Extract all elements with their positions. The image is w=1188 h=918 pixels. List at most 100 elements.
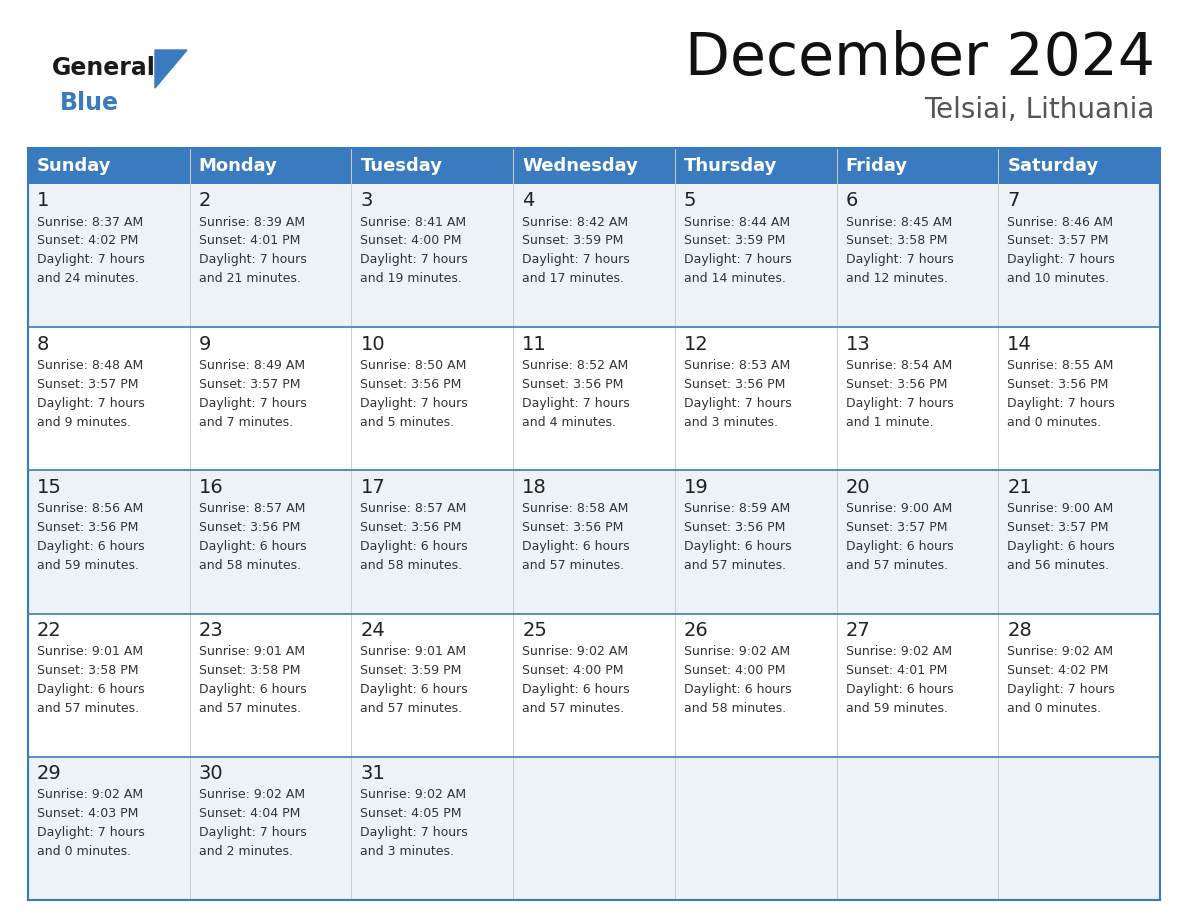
Text: 18: 18: [523, 478, 546, 497]
Text: Daylight: 7 hours: Daylight: 7 hours: [198, 397, 307, 409]
Text: Sunrise: 8:52 AM: Sunrise: 8:52 AM: [523, 359, 628, 372]
Text: Thursday: Thursday: [684, 157, 777, 175]
Text: Sunrise: 8:53 AM: Sunrise: 8:53 AM: [684, 359, 790, 372]
Text: and 14 minutes.: and 14 minutes.: [684, 273, 785, 285]
Bar: [998, 148, 1159, 184]
Text: Sunset: 3:57 PM: Sunset: 3:57 PM: [37, 377, 139, 391]
Text: and 17 minutes.: and 17 minutes.: [523, 273, 624, 285]
Text: and 58 minutes.: and 58 minutes.: [684, 702, 786, 715]
Text: Blue: Blue: [61, 91, 119, 115]
Text: Sunset: 4:00 PM: Sunset: 4:00 PM: [523, 664, 624, 677]
Text: Daylight: 7 hours: Daylight: 7 hours: [846, 397, 953, 409]
Text: Daylight: 6 hours: Daylight: 6 hours: [1007, 540, 1114, 553]
Text: 28: 28: [1007, 621, 1032, 640]
Text: Tuesday: Tuesday: [360, 157, 442, 175]
Bar: [190, 184, 352, 327]
Text: Sunset: 3:57 PM: Sunset: 3:57 PM: [198, 377, 301, 391]
Text: Daylight: 6 hours: Daylight: 6 hours: [37, 540, 145, 553]
Text: Saturday: Saturday: [1007, 157, 1099, 175]
Text: Sunrise: 8:56 AM: Sunrise: 8:56 AM: [37, 502, 144, 515]
Text: and 59 minutes.: and 59 minutes.: [37, 559, 139, 572]
Text: and 10 minutes.: and 10 minutes.: [1007, 273, 1110, 285]
Text: 1: 1: [37, 192, 50, 210]
Text: 31: 31: [360, 765, 385, 783]
Text: Daylight: 6 hours: Daylight: 6 hours: [198, 540, 307, 553]
Text: and 2 minutes.: and 2 minutes.: [198, 845, 292, 858]
Text: Sunrise: 8:48 AM: Sunrise: 8:48 AM: [37, 359, 144, 372]
Bar: [190, 756, 352, 900]
Bar: [513, 148, 675, 184]
Text: and 58 minutes.: and 58 minutes.: [198, 559, 301, 572]
Text: Sunset: 3:59 PM: Sunset: 3:59 PM: [684, 234, 785, 248]
Text: 30: 30: [198, 765, 223, 783]
Text: Sunset: 4:04 PM: Sunset: 4:04 PM: [198, 807, 301, 821]
Text: Daylight: 7 hours: Daylight: 7 hours: [198, 826, 307, 839]
Text: 13: 13: [846, 335, 871, 353]
Text: Daylight: 7 hours: Daylight: 7 hours: [360, 826, 468, 839]
Text: Daylight: 6 hours: Daylight: 6 hours: [684, 540, 791, 553]
Text: Sunrise: 9:01 AM: Sunrise: 9:01 AM: [37, 645, 143, 658]
Bar: [513, 613, 675, 756]
Bar: [513, 470, 675, 613]
Text: and 3 minutes.: and 3 minutes.: [684, 416, 778, 429]
Text: Sunrise: 8:39 AM: Sunrise: 8:39 AM: [198, 216, 305, 229]
Text: 7: 7: [1007, 192, 1019, 210]
Bar: [513, 184, 675, 327]
Text: 17: 17: [360, 478, 385, 497]
Text: and 57 minutes.: and 57 minutes.: [360, 702, 462, 715]
Bar: [998, 327, 1159, 470]
Text: Sunrise: 9:00 AM: Sunrise: 9:00 AM: [1007, 502, 1113, 515]
Bar: [836, 148, 998, 184]
Bar: [998, 184, 1159, 327]
Text: Sunrise: 8:54 AM: Sunrise: 8:54 AM: [846, 359, 952, 372]
Bar: [836, 184, 998, 327]
Text: Sunset: 4:05 PM: Sunset: 4:05 PM: [360, 807, 462, 821]
Text: 25: 25: [523, 621, 546, 640]
Text: 11: 11: [523, 335, 546, 353]
Text: 19: 19: [684, 478, 708, 497]
Text: Daylight: 6 hours: Daylight: 6 hours: [846, 683, 953, 696]
Text: Daylight: 7 hours: Daylight: 7 hours: [1007, 397, 1116, 409]
Text: Daylight: 6 hours: Daylight: 6 hours: [360, 540, 468, 553]
Bar: [836, 756, 998, 900]
Text: and 59 minutes.: and 59 minutes.: [846, 702, 948, 715]
Text: Sunset: 3:56 PM: Sunset: 3:56 PM: [523, 377, 624, 391]
Bar: [513, 327, 675, 470]
Text: General: General: [52, 56, 156, 80]
Text: Sunset: 3:58 PM: Sunset: 3:58 PM: [37, 664, 139, 677]
Bar: [675, 756, 836, 900]
Bar: [190, 327, 352, 470]
Bar: [675, 470, 836, 613]
Bar: [29, 756, 190, 900]
Text: Sunset: 3:56 PM: Sunset: 3:56 PM: [846, 377, 947, 391]
Text: and 5 minutes.: and 5 minutes.: [360, 416, 455, 429]
Text: and 57 minutes.: and 57 minutes.: [523, 702, 624, 715]
Bar: [29, 613, 190, 756]
Text: and 1 minute.: and 1 minute.: [846, 416, 933, 429]
Text: Sunset: 4:02 PM: Sunset: 4:02 PM: [1007, 664, 1108, 677]
Text: 20: 20: [846, 478, 870, 497]
Text: Sunrise: 8:45 AM: Sunrise: 8:45 AM: [846, 216, 952, 229]
Polygon shape: [154, 50, 187, 88]
Text: Daylight: 7 hours: Daylight: 7 hours: [360, 253, 468, 266]
Text: Daylight: 7 hours: Daylight: 7 hours: [523, 397, 630, 409]
Bar: [675, 613, 836, 756]
Text: Sunset: 3:59 PM: Sunset: 3:59 PM: [523, 234, 624, 248]
Text: Sunrise: 9:02 AM: Sunrise: 9:02 AM: [360, 789, 467, 801]
Text: 10: 10: [360, 335, 385, 353]
Text: Sunrise: 8:57 AM: Sunrise: 8:57 AM: [198, 502, 305, 515]
Text: Sunset: 4:03 PM: Sunset: 4:03 PM: [37, 807, 138, 821]
Bar: [352, 184, 513, 327]
Text: Sunrise: 8:42 AM: Sunrise: 8:42 AM: [523, 216, 628, 229]
Text: Sunset: 3:56 PM: Sunset: 3:56 PM: [1007, 377, 1108, 391]
Text: Daylight: 7 hours: Daylight: 7 hours: [37, 826, 145, 839]
Text: Daylight: 6 hours: Daylight: 6 hours: [360, 683, 468, 696]
Text: Monday: Monday: [198, 157, 278, 175]
Text: 21: 21: [1007, 478, 1032, 497]
Text: and 4 minutes.: and 4 minutes.: [523, 416, 617, 429]
Text: 16: 16: [198, 478, 223, 497]
Text: 9: 9: [198, 335, 211, 353]
Bar: [29, 148, 190, 184]
Text: Sunrise: 9:02 AM: Sunrise: 9:02 AM: [1007, 645, 1113, 658]
Text: Daylight: 6 hours: Daylight: 6 hours: [684, 683, 791, 696]
